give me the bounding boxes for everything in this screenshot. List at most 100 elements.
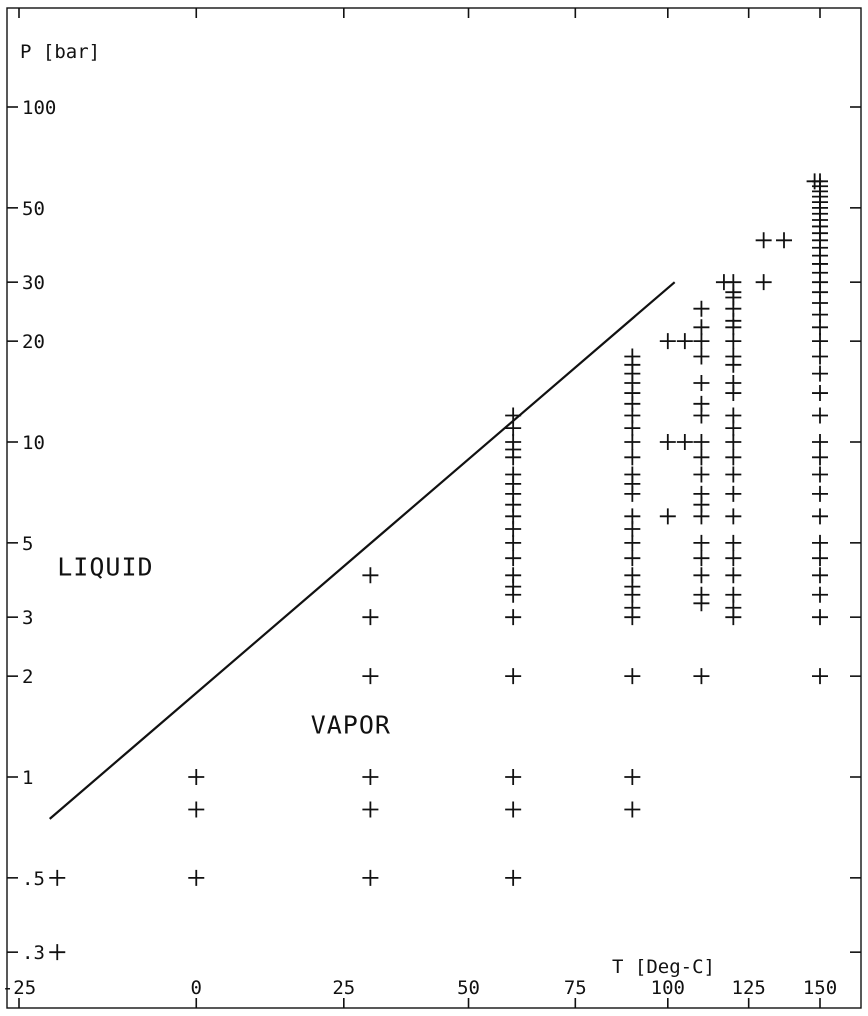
data-point xyxy=(812,348,828,365)
data-point xyxy=(812,466,828,483)
y-tick-label: 10 xyxy=(22,432,45,454)
data-point xyxy=(725,466,742,483)
region-label: LIQUID xyxy=(57,552,153,581)
data-point xyxy=(812,385,828,402)
data-point xyxy=(806,173,823,190)
y-tick-label: 30 xyxy=(22,272,45,294)
x-tick-label: 150 xyxy=(803,977,837,999)
data-point xyxy=(362,567,379,584)
data-point xyxy=(812,550,828,567)
y-tick-label: 20 xyxy=(22,331,45,353)
data-point xyxy=(505,869,522,886)
axis-ticks: .3 .5 1 2 3 5 10 20 30 50 100 -25 0 25 50 75 100 125 150 xyxy=(2,8,861,1008)
data-point xyxy=(693,434,710,450)
data-point xyxy=(505,550,522,567)
data-point xyxy=(725,420,742,437)
data-point xyxy=(725,609,742,626)
data-point xyxy=(624,609,641,626)
data-point xyxy=(676,434,693,450)
data-point xyxy=(693,319,710,336)
data-point xyxy=(505,668,522,685)
data-point xyxy=(49,944,66,961)
data-point xyxy=(505,420,522,437)
data-point xyxy=(362,801,379,818)
data-point xyxy=(725,534,742,551)
data-point xyxy=(812,434,828,450)
data-point xyxy=(775,232,792,249)
data-point xyxy=(725,385,742,402)
data-point xyxy=(715,274,732,291)
data-point xyxy=(624,420,641,437)
data-point xyxy=(624,485,641,502)
y-tick-label: 1 xyxy=(22,767,33,789)
data-point xyxy=(659,508,676,525)
data-point xyxy=(812,319,828,336)
data-point xyxy=(812,485,828,502)
data-point xyxy=(725,434,742,450)
plot-border xyxy=(6,7,862,1009)
data-point xyxy=(188,769,205,785)
x-axis-title: T [Deg-C] xyxy=(612,956,715,978)
x-tick-label: 25 xyxy=(332,977,355,999)
data-point xyxy=(362,769,379,785)
data-point xyxy=(812,333,828,350)
x-tick-label: 50 xyxy=(457,977,480,999)
data-point xyxy=(755,274,772,291)
data-point xyxy=(693,668,710,685)
y-tick-label: 3 xyxy=(22,607,33,629)
data-point xyxy=(676,333,693,350)
data-point xyxy=(693,466,710,483)
data-point xyxy=(693,595,710,612)
data-points-layer xyxy=(49,173,828,961)
data-point xyxy=(624,668,641,685)
data-point xyxy=(505,586,522,603)
data-point xyxy=(812,534,828,551)
y-tick-label: .5 xyxy=(22,868,45,890)
data-point xyxy=(812,407,828,424)
data-point xyxy=(812,449,828,466)
data-point xyxy=(725,550,742,567)
x-tick-label: -25 xyxy=(2,977,36,999)
data-point xyxy=(725,333,742,350)
data-point xyxy=(362,609,379,626)
data-point xyxy=(725,319,742,336)
data-point xyxy=(693,375,710,392)
data-point xyxy=(812,586,828,603)
data-point xyxy=(624,520,641,537)
data-point xyxy=(188,869,205,886)
data-point xyxy=(693,449,710,466)
data-point xyxy=(812,609,828,626)
data-point xyxy=(812,567,828,584)
phase-boundary-layer xyxy=(49,281,676,820)
x-tick-label: 0 xyxy=(191,977,202,999)
data-point xyxy=(624,550,641,567)
data-point xyxy=(693,567,710,584)
y-tick-label: .3 xyxy=(22,942,45,964)
data-point xyxy=(693,333,710,350)
data-point xyxy=(505,534,522,551)
plot-frame xyxy=(6,7,862,1009)
data-point xyxy=(725,449,742,466)
data-point xyxy=(693,550,710,567)
data-point xyxy=(505,449,522,466)
data-point xyxy=(505,520,522,537)
y-tick-label: 50 xyxy=(22,198,45,220)
x-tick-label: 75 xyxy=(564,977,587,999)
data-point xyxy=(693,534,710,551)
data-point xyxy=(725,356,742,373)
data-point xyxy=(505,801,522,818)
data-point xyxy=(505,769,522,785)
data-point xyxy=(624,449,641,466)
data-point xyxy=(755,232,772,249)
data-point xyxy=(812,668,828,685)
data-point xyxy=(659,434,676,450)
data-point xyxy=(693,300,710,317)
data-point xyxy=(624,534,641,551)
region-label: VAPOR xyxy=(311,710,391,739)
data-point xyxy=(725,485,742,502)
data-point xyxy=(624,434,641,450)
data-point xyxy=(812,508,828,525)
data-point xyxy=(49,869,66,886)
data-point xyxy=(624,769,641,785)
